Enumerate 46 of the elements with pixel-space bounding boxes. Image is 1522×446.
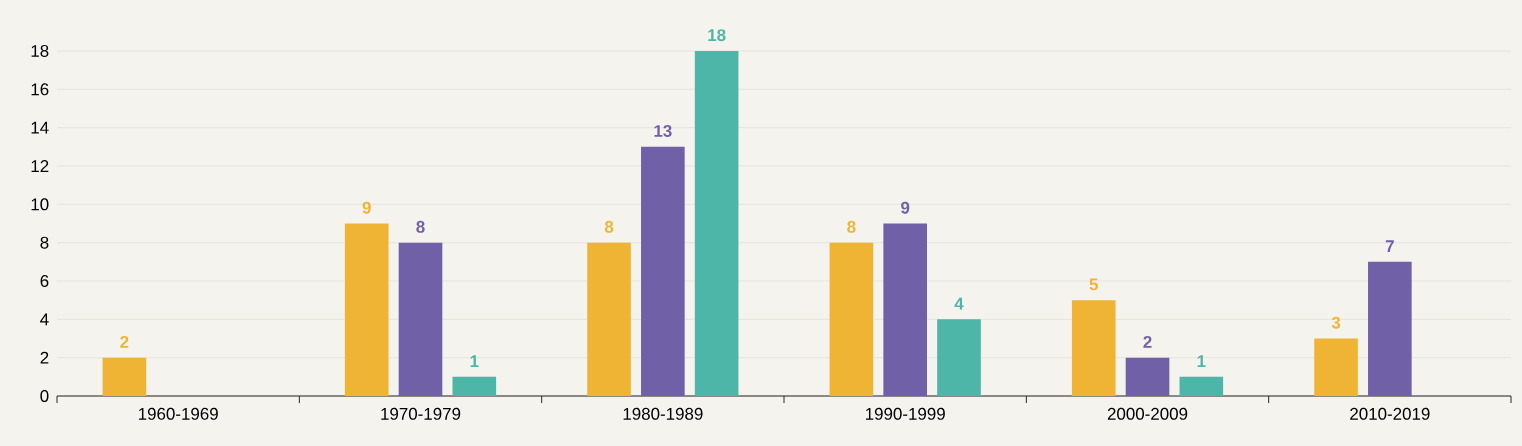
x-tick-label: 1980-1989 <box>623 407 703 420</box>
x-tick-label: 1990-1999 <box>865 407 945 420</box>
y-tick-label: 8 <box>40 236 49 249</box>
bar <box>344 223 389 396</box>
data-label: 8 <box>416 220 425 233</box>
y-tick-label: 0 <box>40 390 49 402</box>
y-tick-label: 16 <box>31 83 49 96</box>
data-label: 2 <box>120 335 129 348</box>
data-label: 1 <box>1197 355 1206 367</box>
data-label: 8 <box>847 220 856 233</box>
y-tick-label: 14 <box>31 121 49 134</box>
bar <box>694 51 739 396</box>
data-label: 2 <box>1143 335 1152 348</box>
data-label: 3 <box>1331 316 1341 329</box>
data-label: 1 <box>470 355 479 367</box>
bar <box>937 319 981 396</box>
bar <box>1368 261 1412 396</box>
data-label: 9 <box>901 201 910 214</box>
data-label: 5 <box>1089 278 1098 291</box>
bar <box>452 376 497 396</box>
x-tick-label: 1960-1969 <box>138 407 218 420</box>
bar <box>587 242 631 396</box>
data-label: 7 <box>1385 240 1394 252</box>
data-label: 13 <box>654 124 672 137</box>
y-tick-label: 6 <box>40 275 49 287</box>
data-label: 18 <box>708 29 726 42</box>
data-label: 4 <box>954 297 964 310</box>
bar <box>1125 357 1170 396</box>
bar <box>1179 376 1224 396</box>
x-tick-label: 1970-1979 <box>381 407 461 420</box>
y-tick-label: 10 <box>31 198 49 211</box>
y-tick-label: 2 <box>40 351 49 364</box>
y-tick-label: 12 <box>31 160 49 172</box>
bar <box>829 242 874 396</box>
x-tick-label: 2000-2009 <box>1107 407 1188 420</box>
bar <box>102 357 147 396</box>
y-tick-label: 18 <box>31 45 49 57</box>
y-tick-label: 4 <box>40 313 49 326</box>
bar <box>398 242 443 396</box>
bar <box>1314 338 1358 396</box>
data-label: 9 <box>362 201 371 214</box>
x-tick-label: 2010-2019 <box>1350 407 1430 420</box>
bar <box>883 223 927 396</box>
data-label: 8 <box>604 220 614 233</box>
bar <box>1071 300 1116 396</box>
bar <box>641 146 685 396</box>
